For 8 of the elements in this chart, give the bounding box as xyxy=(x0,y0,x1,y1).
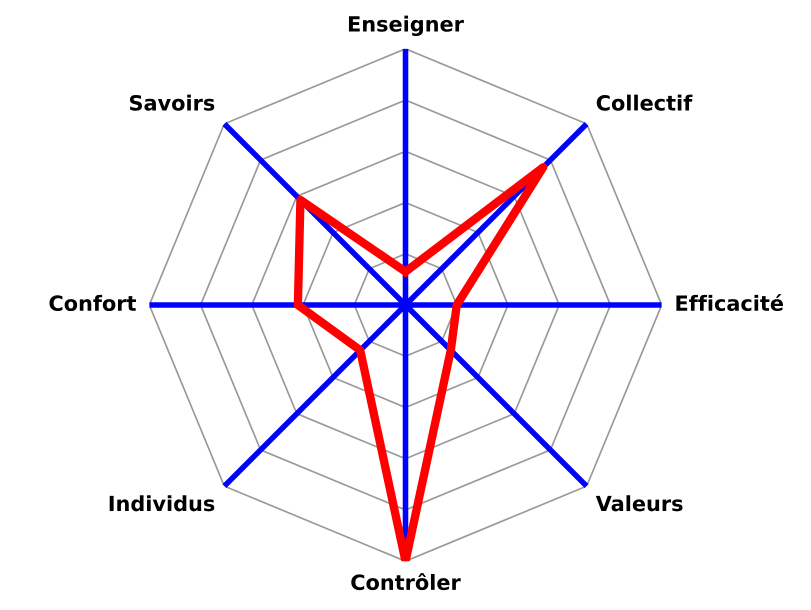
spoke-label: Collectif xyxy=(596,94,692,111)
spoke-label: Valeurs xyxy=(596,495,683,512)
spoke-label: Efficacité xyxy=(676,294,783,312)
spoke-label: Enseigner xyxy=(348,16,464,36)
spoke-label: Individus xyxy=(110,495,214,512)
spoke-label: Confort xyxy=(49,294,136,312)
spoke-label: Contrôler xyxy=(351,573,461,590)
spoke-label: Savoirs xyxy=(130,94,214,111)
